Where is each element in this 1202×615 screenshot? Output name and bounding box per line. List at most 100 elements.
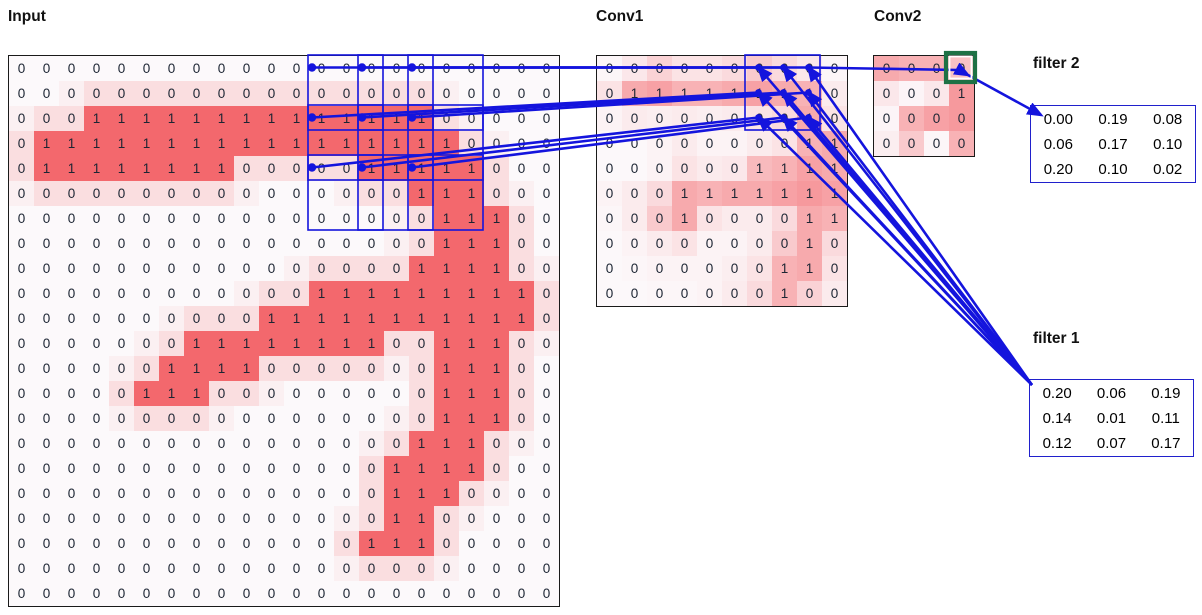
grid-cell: 1	[259, 106, 284, 131]
grid-cell: 0	[509, 356, 534, 381]
filter-value: 0.00	[1043, 110, 1073, 128]
grid-cell: 0	[359, 481, 384, 506]
grid-cell: 0	[672, 106, 697, 131]
grid-cell: 0	[309, 581, 334, 606]
grid-cell: 1	[259, 131, 284, 156]
grid-cell: 0	[109, 531, 134, 556]
grid-cell: 0	[822, 281, 847, 306]
grid-cell: 0	[534, 131, 559, 156]
grid-cell: 0	[309, 56, 334, 81]
grid-cell: 0	[384, 581, 409, 606]
grid-cell: 1	[434, 331, 459, 356]
grid-cell: 1	[797, 131, 822, 156]
grid-cell: 1	[84, 156, 109, 181]
grid-cell: 0	[622, 156, 647, 181]
grid-cell: 0	[234, 456, 259, 481]
grid-cell: 0	[234, 406, 259, 431]
grid-cell: 0	[484, 581, 509, 606]
grid-cell: 0	[534, 256, 559, 281]
grid-cell: 0	[309, 356, 334, 381]
grid-cell: 0	[209, 406, 234, 431]
grid-cell: 0	[309, 431, 334, 456]
grid-cell: 0	[134, 331, 159, 356]
grid-cell: 1	[459, 381, 484, 406]
grid-cell: 0	[509, 56, 534, 81]
grid-cell: 1	[772, 181, 797, 206]
grid-cell: 0	[134, 406, 159, 431]
grid-cell: 0	[184, 206, 209, 231]
grid-cell: 0	[409, 581, 434, 606]
grid-cell: 0	[747, 231, 772, 256]
grid-cell: 0	[334, 531, 359, 556]
grid-cell: 0	[359, 556, 384, 581]
grid-cell: 0	[209, 81, 234, 106]
grid-cell: 1	[184, 106, 209, 131]
grid-cell: 1	[209, 131, 234, 156]
grid-cell: 1	[509, 306, 534, 331]
grid-cell: 0	[822, 256, 847, 281]
grid-cell: 0	[334, 431, 359, 456]
grid-cell: 1	[409, 256, 434, 281]
grid-cell: 1	[459, 406, 484, 431]
grid-cell: 0	[722, 281, 747, 306]
grid-cell: 0	[409, 556, 434, 581]
grid-cell: 0	[34, 56, 59, 81]
grid-cell: 0	[184, 306, 209, 331]
grid-cell: 0	[134, 581, 159, 606]
grid-cell: 0	[597, 131, 622, 156]
grid-cell: 0	[359, 431, 384, 456]
grid-cell: 0	[647, 106, 672, 131]
filter-value: 0.02	[1153, 160, 1183, 178]
grid-cell: 0	[309, 256, 334, 281]
grid-cell: 0	[9, 256, 34, 281]
grid-cell: 0	[284, 556, 309, 581]
grid-cell: 0	[459, 106, 484, 131]
grid-cell: 0	[9, 156, 34, 181]
grid-cell: 1	[797, 81, 822, 106]
grid-cell: 0	[484, 481, 509, 506]
filter-value: 0.19	[1151, 384, 1181, 402]
grid-cell: 0	[509, 531, 534, 556]
grid-cell: 0	[84, 206, 109, 231]
filter-value: 0.12	[1042, 434, 1072, 452]
grid-cell: 0	[9, 281, 34, 306]
grid-cell: 0	[747, 56, 772, 81]
grid-cell: 0	[334, 556, 359, 581]
filter-value: 0.06	[1043, 135, 1073, 153]
grid-cell: 0	[334, 581, 359, 606]
grid-cell: 0	[534, 81, 559, 106]
grid-cell: 0	[484, 81, 509, 106]
grid-cell: 0	[84, 506, 109, 531]
grid-cell: 0	[9, 506, 34, 531]
grid-cell: 0	[134, 231, 159, 256]
grid-cell: 0	[84, 331, 109, 356]
filter1-values-box: 0.20 0.06 0.19 0.14 0.01 0.11 0.12 0.07 0.17	[1029, 379, 1194, 457]
grid-cell: 0	[534, 506, 559, 531]
grid-cell: 0	[772, 231, 797, 256]
grid-cell: 0	[509, 431, 534, 456]
grid-cell: 0	[59, 556, 84, 581]
grid-cell: 0	[159, 256, 184, 281]
filter-value: 0.10	[1153, 135, 1183, 153]
grid-cell: 0	[284, 81, 309, 106]
grid-cell: 0	[59, 456, 84, 481]
grid-cell: 1	[409, 106, 434, 131]
grid-cell: 0	[184, 256, 209, 281]
grid-cell: 1	[459, 456, 484, 481]
grid-cell: 1	[34, 131, 59, 156]
grid-cell: 1	[484, 206, 509, 231]
grid-cell: 0	[59, 206, 84, 231]
grid-cell: 0	[409, 231, 434, 256]
grid-cell: 0	[334, 156, 359, 181]
grid-cell: 0	[159, 81, 184, 106]
grid-cell: 0	[747, 131, 772, 156]
grid-cell: 0	[284, 406, 309, 431]
grid-cell: 0	[334, 256, 359, 281]
grid-cell: 0	[309, 506, 334, 531]
grid-cell: 0	[184, 581, 209, 606]
grid-cell: 0	[134, 556, 159, 581]
grid-cell: 0	[34, 181, 59, 206]
grid-cell: 0	[234, 431, 259, 456]
grid-cell: 1	[409, 181, 434, 206]
